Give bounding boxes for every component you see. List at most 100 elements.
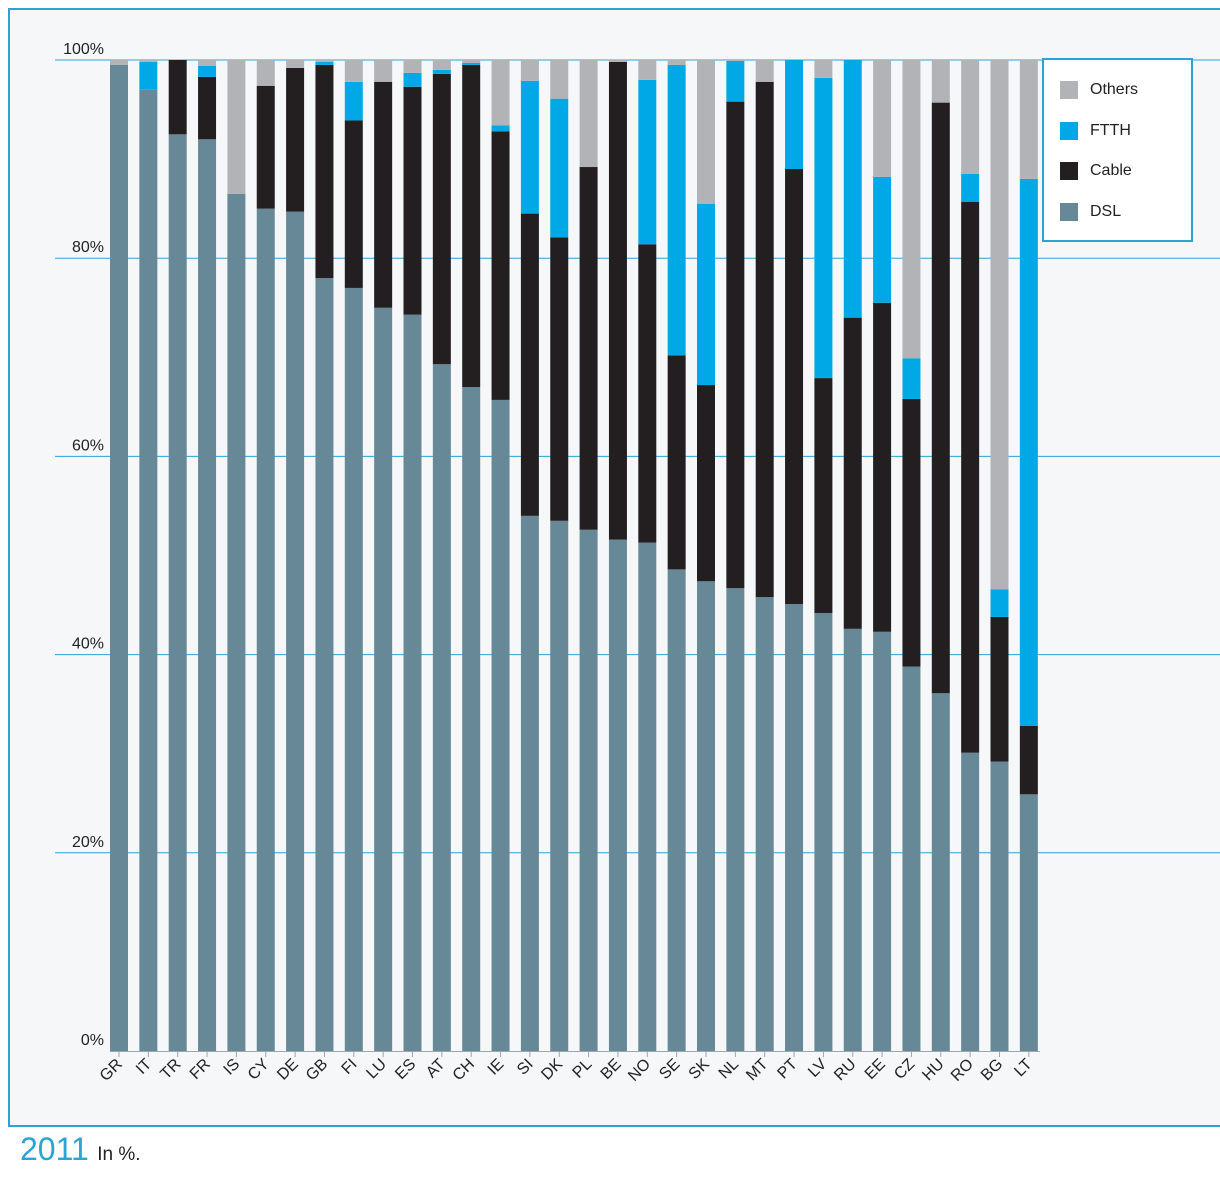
y-tick-label: 60%	[72, 437, 104, 454]
x-tick-label: GB	[303, 1056, 331, 1084]
bar-segment-ftth-es	[403, 72, 422, 87]
bar-segment-ftth-nl	[726, 60, 745, 102]
x-tick-label: LV	[805, 1056, 830, 1081]
bar-segment-cable-tr	[168, 60, 187, 135]
bar-segment-ftth-at	[432, 69, 451, 74]
bar-segment-ftth-ie	[491, 125, 510, 132]
bar-segment-others-hu	[931, 60, 950, 103]
x-tick-label: BE	[598, 1056, 625, 1083]
bar-segment-dsl-sk	[697, 581, 715, 1051]
legend-swatch-cable	[1060, 162, 1078, 180]
bar-segment-dsl-lv	[814, 612, 833, 1051]
x-tick-label: PL	[570, 1056, 596, 1082]
bar-segment-cable-fr	[198, 76, 217, 140]
bar-segment-cable-dk	[550, 237, 569, 521]
caption-unit: In %.	[97, 1144, 141, 1165]
bar-segment-cable-hu	[931, 102, 950, 694]
bar-segment-ftth-se	[667, 64, 686, 356]
y-tick-label: 20%	[72, 834, 104, 851]
x-tick-label: SK	[686, 1056, 713, 1083]
y-tick-label: 80%	[72, 239, 104, 256]
caption-divider	[8, 1125, 1220, 1127]
bar-segment-dsl-ee	[873, 631, 892, 1051]
x-tick-label: RO	[948, 1056, 977, 1085]
bar-segment-ftth-cz	[902, 358, 921, 399]
x-tick-label: TR	[157, 1056, 184, 1083]
bar-segment-others-gr	[110, 60, 128, 65]
bar-segment-cable-es	[403, 86, 422, 315]
legend-label-ftth: FTTH	[1090, 122, 1131, 139]
bar-segment-dsl-gr	[110, 64, 128, 1051]
bar-segment-dsl-ch	[462, 387, 481, 1051]
bar-segment-cable-nl	[726, 101, 745, 589]
x-tick-label: CH	[450, 1056, 478, 1084]
bar-segment-others-mt	[755, 60, 774, 82]
bar-segment-others-gb	[315, 60, 334, 62]
y-tick-label: 40%	[72, 636, 104, 653]
x-tick-label: ES	[392, 1056, 419, 1083]
bar-segment-dsl-at	[432, 364, 451, 1051]
bar-segment-cable-si	[520, 213, 539, 516]
bar-segment-ftth-ru	[843, 60, 862, 318]
bar-segment-others-at	[432, 60, 451, 70]
bars	[110, 60, 1038, 1052]
bar-segment-cable-mt	[755, 81, 774, 598]
x-tick-label: SI	[514, 1056, 537, 1079]
caption: 2011 In %.	[20, 1131, 141, 1168]
x-tick-label: FR	[187, 1056, 214, 1083]
bar-segment-dsl-pl	[579, 529, 598, 1051]
x-tick-label: SE	[656, 1056, 683, 1083]
legend: Others FTTH Cable DSL	[1042, 58, 1193, 242]
bar-segment-dsl-es	[403, 314, 422, 1051]
bar-segment-dsl-is	[227, 193, 246, 1051]
bar-segment-ftth-ee	[873, 176, 892, 303]
bar-segment-others-sk	[697, 60, 715, 204]
bar-segment-cable-gb	[315, 64, 334, 279]
bar-segment-others-de	[286, 60, 305, 68]
bar-segment-cable-pl	[579, 167, 598, 530]
bar-segment-dsl-no	[638, 542, 657, 1051]
bar-segment-ftth-no	[638, 79, 657, 245]
bar-segment-ftth-fr	[198, 65, 217, 77]
bar-segment-ftth-ro	[961, 173, 980, 202]
bar-segment-others-be	[608, 60, 627, 62]
x-tick-label: FI	[339, 1056, 361, 1078]
bar-segment-dsl-ie	[491, 399, 510, 1051]
legend-label-dsl: DSL	[1090, 203, 1122, 220]
x-tick-label: HU	[919, 1056, 947, 1084]
bar-segment-cable-no	[638, 244, 657, 543]
bar-segment-ftth-lt	[1019, 178, 1038, 726]
x-tick-label: MT	[743, 1056, 772, 1085]
y-tick-label: 0%	[81, 1032, 104, 1049]
bar-segment-ftth-lv	[814, 77, 833, 379]
bar-segment-cable-ie	[491, 131, 510, 400]
x-tick-label: IE	[485, 1056, 508, 1079]
y-tick-label: 100%	[63, 41, 104, 58]
bar-segment-cable-be	[608, 61, 627, 540]
bar-segment-dsl-fr	[198, 139, 217, 1051]
x-tick-label: CY	[245, 1056, 273, 1084]
legend-item-dsl: DSL	[1060, 202, 1121, 222]
legend-swatch-ftth	[1060, 122, 1078, 140]
x-tick-label: IS	[221, 1056, 244, 1079]
bar-segment-cable-ru	[843, 317, 862, 629]
bar-segment-ftth-it	[139, 61, 158, 90]
bar-segment-others-lv	[814, 60, 833, 78]
bar-segment-others-ro	[961, 60, 980, 174]
bar-segment-ftth-sk	[697, 203, 715, 386]
bar-segment-cable-lu	[374, 81, 393, 308]
bar-segment-cable-lt	[1019, 725, 1038, 795]
bar-segment-ftth-gb	[315, 61, 334, 65]
bar-segment-dsl-de	[286, 211, 305, 1051]
bar-segment-cable-ee	[873, 302, 892, 632]
bar-segment-ftth-dk	[550, 98, 569, 238]
bar-segment-dsl-pt	[785, 604, 804, 1051]
bar-segment-ftth-pt	[785, 60, 804, 170]
legend-label-cable: Cable	[1090, 162, 1132, 179]
x-tick-label: PT	[774, 1056, 801, 1083]
bar-segment-ftth-si	[520, 80, 539, 214]
bar-segment-cable-fi	[344, 120, 363, 288]
bar-segment-others-dk	[550, 60, 569, 99]
bar-segment-dsl-ru	[843, 628, 862, 1051]
bar-segment-ftth-ch	[462, 62, 481, 65]
